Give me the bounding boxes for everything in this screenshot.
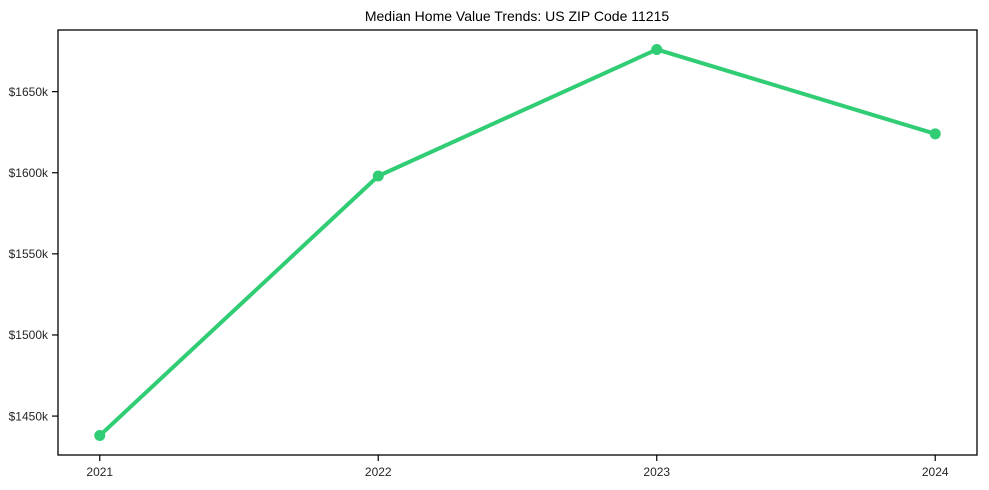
data-point-marker: [651, 43, 663, 55]
chart-title: Median Home Value Trends: US ZIP Code 11…: [365, 8, 669, 24]
data-point-marker: [929, 128, 941, 140]
y-tick-label: $1450k: [9, 409, 49, 423]
y-tick-label: $1650k: [9, 85, 49, 99]
x-tick-label: 2024: [922, 465, 949, 479]
y-tick-label: $1500k: [9, 328, 49, 342]
plot-frame: [57, 29, 978, 456]
trend-line: [97, 47, 938, 438]
data-point-marker: [372, 170, 384, 182]
data-point-marker: [94, 430, 106, 442]
y-tick-label: $1550k: [9, 247, 49, 261]
x-tick-label: 2021: [86, 465, 113, 479]
x-tick-label: 2022: [365, 465, 392, 479]
x-tick-label: 2023: [643, 465, 670, 479]
y-tick-label: $1600k: [9, 166, 49, 180]
